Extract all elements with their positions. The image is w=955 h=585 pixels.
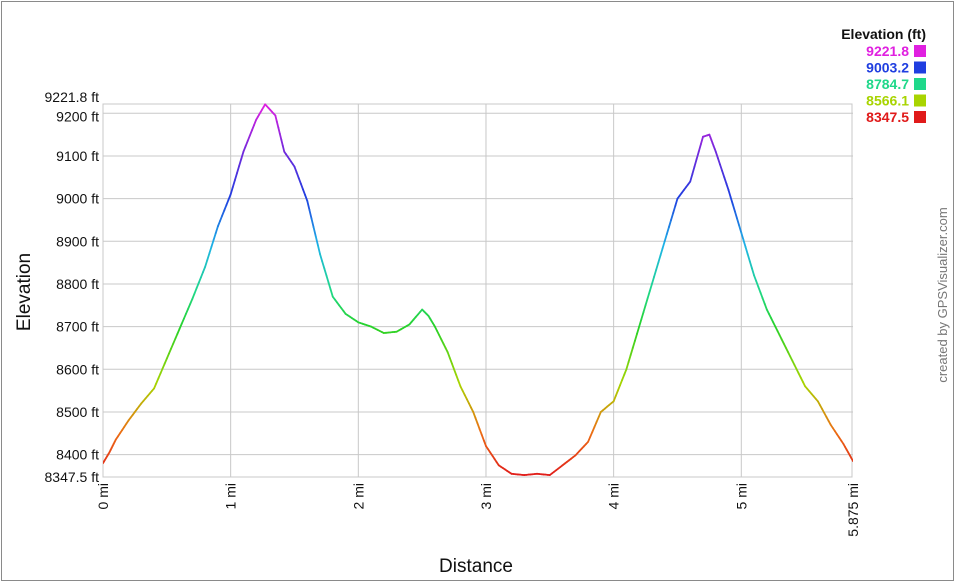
x-tick-label: 5 mi: [733, 483, 749, 509]
legend-label: 8784.7: [866, 76, 909, 92]
legend-title: Elevation (ft): [841, 26, 926, 42]
watermark-text: created by GPSVisualizer.com: [935, 207, 950, 382]
x-axis-title: Distance: [439, 556, 513, 577]
y-axis-title: Elevation: [14, 253, 35, 331]
x-axis-ticks: 0 mi 1 mi 2 mi 3 mi 4 mi 5 mi 5.875 mi: [95, 483, 861, 537]
y-tick-label: 9000 ft: [56, 191, 99, 207]
legend-label: 8566.1: [866, 93, 909, 109]
x-tick-label: 4 mi: [606, 483, 622, 509]
legend-swatch: [914, 95, 926, 107]
y-tick-label: 8800 ft: [56, 276, 99, 292]
y-tick-label: 8900 ft: [56, 233, 99, 249]
y-tick-label: 8500 ft: [56, 404, 99, 420]
legend-swatch: [914, 62, 926, 74]
x-tick-label: 0 mi: [95, 483, 111, 509]
y-axis-ticks: 8347.5 ft 8400 ft 8500 ft 8600 ft 8700 ft 880…: [45, 89, 100, 485]
legend-swatch: [914, 111, 926, 123]
y-tick-label: 8400 ft: [56, 447, 99, 463]
y-tick-label: 9221.8 ft: [45, 89, 100, 105]
x-tick-label: 5.875 mi: [845, 483, 861, 537]
x-tick-label: 3 mi: [478, 483, 494, 509]
y-tick-label: 9100 ft: [56, 148, 99, 164]
legend-swatch: [914, 45, 926, 57]
y-tick-label: 8600 ft: [56, 361, 99, 377]
legend: Elevation (ft) 9221.89003.28784.78566.18…: [841, 26, 926, 125]
legend-swatch: [914, 78, 926, 90]
legend-label: 8347.5: [866, 109, 909, 125]
y-tick-label: 8700 ft: [56, 319, 99, 335]
x-tick-label: 1 mi: [223, 483, 239, 509]
legend-label: 9003.2: [866, 60, 909, 76]
y-tick-label: 9200 ft: [56, 108, 99, 124]
y-tick-label: 8347.5 ft: [45, 469, 100, 485]
x-tick-label: 2 mi: [350, 483, 366, 509]
legend-label: 9221.8: [866, 43, 909, 59]
